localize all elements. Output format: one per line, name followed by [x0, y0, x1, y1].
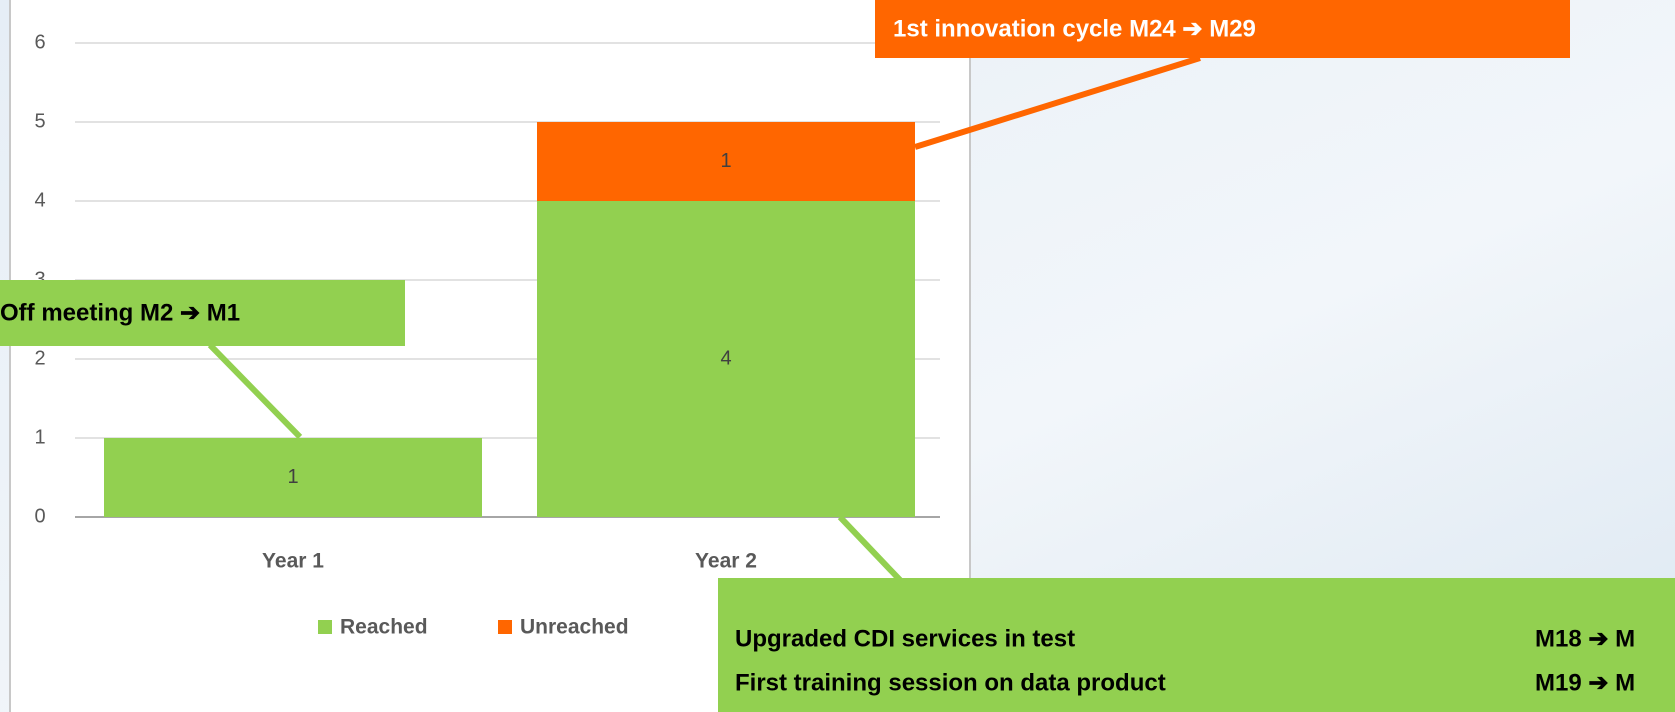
bar-segment [104, 438, 482, 517]
y-tick-label: 0 [34, 505, 45, 527]
y-tick-label: 5 [34, 110, 45, 132]
y-tick-label: 1 [34, 426, 45, 448]
legend-label: Reached [340, 616, 428, 639]
y-tick-label: 4 [34, 189, 45, 211]
legend-label: Unreached [520, 616, 629, 639]
bar-segment [537, 122, 915, 201]
data-label: 1 [720, 150, 731, 172]
callout-text: 1st innovation cycle M24 ➔ M29 [893, 15, 1256, 42]
callout-box [875, 0, 1570, 58]
data-label: 4 [720, 347, 731, 369]
milestone-name: First training session on data product [735, 669, 1166, 696]
y-tick-label: 3 [34, 268, 45, 290]
milestone-box [718, 578, 1675, 712]
callout-box [0, 280, 405, 346]
x-tick-label: Year 2 [695, 550, 757, 573]
milestone-period: M19 ➔ M [1535, 669, 1635, 696]
milestone-name: Upgraded CDI services in test [735, 625, 1075, 652]
legend-swatch [498, 620, 512, 634]
y-tick-label: 2 [34, 347, 45, 369]
callout-text: Off meeting M2 ➔ M1 [0, 299, 240, 326]
data-label: 1 [287, 466, 298, 488]
callout-line [207, 342, 303, 440]
legend-swatch [318, 620, 332, 634]
callout-line [837, 514, 903, 583]
x-tick-label: Year 1 [262, 550, 324, 573]
milestone-period: M18 ➔ M [1535, 625, 1635, 652]
callout-line [914, 55, 1201, 150]
y-tick-label: 6 [34, 31, 45, 53]
bar-segment [537, 201, 915, 517]
